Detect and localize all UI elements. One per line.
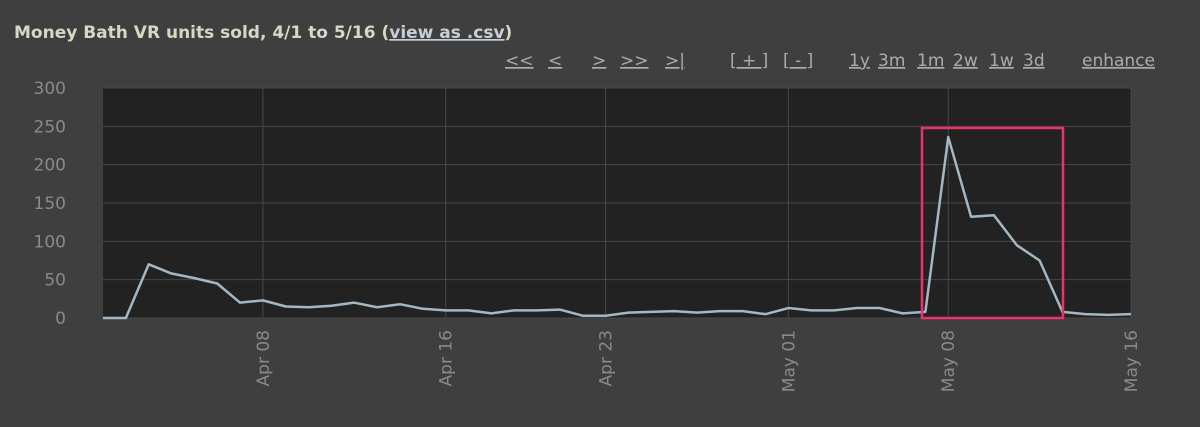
- toolbar-link[interactable]: 3m: [878, 51, 905, 71]
- x-tick-label: May 01: [779, 330, 799, 392]
- marks: [103, 135, 1132, 320]
- toolbar-link[interactable]: <<: [505, 51, 534, 71]
- x-tick-label: May 08: [939, 330, 959, 392]
- toolbar-link[interactable]: 1y: [849, 51, 870, 71]
- toolbar-link[interactable]: 1m: [917, 51, 944, 71]
- toolbar-link[interactable]: 1w: [989, 51, 1014, 71]
- y-tick-label: 100: [34, 232, 66, 252]
- csv-link[interactable]: view as .csv: [389, 23, 504, 43]
- toolbar-link[interactable]: >|: [665, 51, 685, 71]
- chart-title: Money Bath VR units sold, 4/1 to 5/16 (v…: [14, 23, 512, 43]
- y-tick-label: 300: [34, 79, 66, 99]
- grid: [103, 87, 1132, 319]
- y-tick-label: 150: [34, 194, 66, 214]
- toolbar-link[interactable]: >>: [620, 51, 649, 71]
- title-end: ): [505, 23, 513, 43]
- y-tick-label: 0: [55, 309, 66, 329]
- y-tick-label: 200: [34, 156, 66, 176]
- y-tick-label: 250: [34, 117, 66, 137]
- x-tick-label: Apr 08: [254, 330, 274, 386]
- title-text: Money Bath VR units sold, 4/1 to 5/16 (: [14, 23, 389, 43]
- toolbar-link[interactable]: 3d: [1023, 51, 1045, 71]
- toolbar-link[interactable]: 2w: [953, 51, 978, 71]
- toolbar-link[interactable]: >: [592, 51, 606, 71]
- x-tick-label: Apr 23: [597, 330, 617, 386]
- enhance-link[interactable]: enhance: [1082, 51, 1155, 71]
- x-tick-label: May 16: [1122, 330, 1142, 392]
- data-line: [103, 135, 1132, 320]
- toolbar-link[interactable]: <: [548, 51, 562, 71]
- toolbar-link[interactable]: [ + ]: [730, 51, 768, 71]
- highlight-box: [920, 126, 1065, 320]
- x-tick-label: Apr 16: [437, 330, 457, 386]
- toolbar-link[interactable]: [ - ]: [783, 51, 813, 71]
- y-tick-label: 50: [44, 271, 66, 291]
